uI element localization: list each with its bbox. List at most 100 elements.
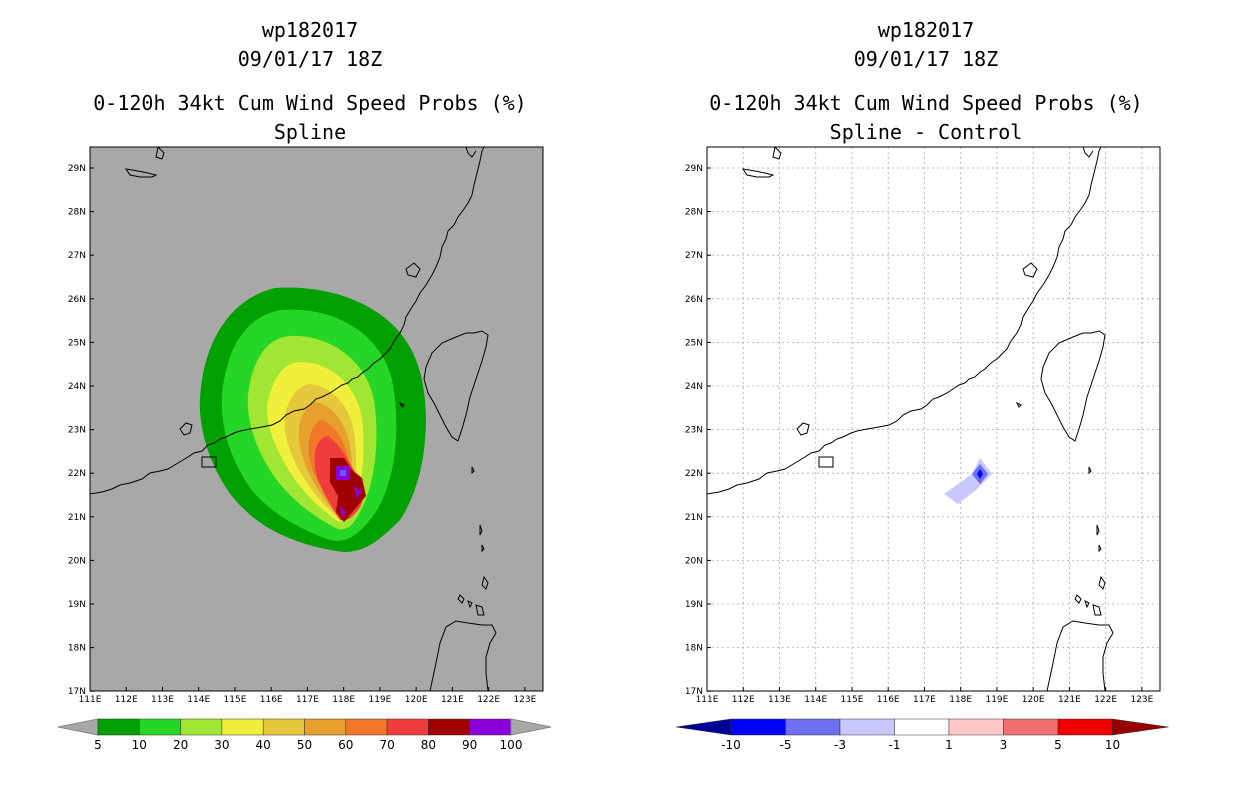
right-title-product: 0-120h 34kt Cum Wind Speed Probs (%) xyxy=(709,91,1143,115)
colorbar-low-arrow xyxy=(675,718,732,736)
lon-tick-label: 120E xyxy=(405,695,428,705)
lat-tick-label: 25N xyxy=(68,338,86,348)
colorbar-swatch xyxy=(948,718,1004,736)
colorbar-swatch xyxy=(262,718,305,736)
colorbar-label: 60 xyxy=(338,738,353,752)
colorbar-label: 50 xyxy=(297,738,312,752)
colorbar-label: -10 xyxy=(721,738,741,752)
right-title-method: Spline - Control xyxy=(829,120,1023,144)
lat-tick-label: 29N xyxy=(68,164,86,174)
lon-tick-label: 120E xyxy=(1022,695,1045,705)
colorbar-swatch xyxy=(386,718,429,736)
left-colorbar: 5 10 20 30 40 50 60 70 80 90 100 xyxy=(57,718,552,752)
left-axis: 111E 112E 113E 114E 115E 116E 117E 118E 119E 120E… xyxy=(68,164,537,705)
colorbar-swatch xyxy=(180,718,223,736)
right-map-frame xyxy=(706,146,1161,692)
lat-tick-label: 24N xyxy=(685,382,703,392)
left-map: 111E 112E 113E 114E 115E 116E 117E 118E 119E 120E… xyxy=(68,146,544,705)
lat-tick-label: 23N xyxy=(68,426,86,436)
colorbar-label: -5 xyxy=(780,738,792,752)
right-title-date: 09/01/17 18Z xyxy=(853,47,999,71)
colorbar-label: 90 xyxy=(462,738,477,752)
right-difference-field xyxy=(707,147,1114,691)
lon-tick-label: 111E xyxy=(79,695,102,705)
lon-tick-label: 117E xyxy=(913,695,936,705)
colorbar-label: 70 xyxy=(379,738,394,752)
lat-tick-label: 19N xyxy=(685,600,703,610)
lon-tick-label: 123E xyxy=(1130,695,1153,705)
colorbar-swatch xyxy=(221,718,264,736)
lat-tick-label: 23N xyxy=(685,426,703,436)
right-map-background xyxy=(707,147,1160,691)
colorbar-swatch xyxy=(428,718,470,736)
lon-tick-label: 116E xyxy=(260,695,283,705)
lat-tick-label: 17N xyxy=(685,687,703,697)
lon-tick-label: 113E xyxy=(768,695,791,705)
colorbar-label: 10 xyxy=(132,738,147,752)
colorbar-label: 10 xyxy=(1105,738,1120,752)
colorbar-label: 20 xyxy=(173,738,188,752)
right-map: 111E 112E 113E 114E 115E 116E 117E 118E 119E 120E… xyxy=(685,146,1161,705)
lat-tick-label: 21N xyxy=(685,513,703,523)
lat-tick-label: 26N xyxy=(68,295,86,305)
lon-tick-label: 119E xyxy=(985,695,1008,705)
lon-tick-label: 112E xyxy=(732,695,755,705)
lat-tick-label: 18N xyxy=(685,644,703,654)
colorbar-label: 1 xyxy=(945,738,953,752)
colorbar-label: 5 xyxy=(94,738,102,752)
lon-tick-label: 122E xyxy=(1094,695,1117,705)
colorbar-swatch xyxy=(1057,718,1113,736)
lat-tick-label: 19N xyxy=(68,600,86,610)
colorbar-swatch xyxy=(1003,718,1059,736)
lat-tick-label: 28N xyxy=(68,208,86,218)
lon-tick-label: 114E xyxy=(804,695,827,705)
right-colorbar: -10 -5 -3 -1 1 3 5 10 xyxy=(675,718,1169,752)
lon-tick-label: 114E xyxy=(187,695,210,705)
colorbar-swatch xyxy=(304,718,347,736)
colorbar-swatch xyxy=(345,718,388,736)
lat-tick-label: 29N xyxy=(685,164,703,174)
lat-tick-label: 24N xyxy=(68,382,86,392)
lat-tick-label: 20N xyxy=(68,556,86,566)
prob-contour-100 xyxy=(340,470,346,476)
colorbar-label: 80 xyxy=(421,738,436,752)
colorbar-swatch xyxy=(730,718,786,736)
lat-tick-label: 25N xyxy=(685,338,703,348)
lon-tick-label: 123E xyxy=(513,695,536,705)
lat-tick-label: 27N xyxy=(685,251,703,261)
lon-tick-label: 118E xyxy=(949,695,972,705)
colorbar-high-arrow xyxy=(1112,718,1169,736)
lon-tick-label: 121E xyxy=(441,695,464,705)
colorbar-swatch xyxy=(785,718,841,736)
right-axis: 111E 112E 113E 114E 115E 116E 117E 118E 119E 120E… xyxy=(685,164,1154,705)
lat-tick-label: 21N xyxy=(68,513,86,523)
lat-tick-label: 22N xyxy=(68,469,86,479)
colorbar-label: 3 xyxy=(1000,738,1008,752)
lat-tick-label: 18N xyxy=(68,644,86,654)
prob-contour-90b xyxy=(354,486,362,498)
lon-tick-label: 115E xyxy=(224,695,247,705)
lat-tick-label: 27N xyxy=(68,251,86,261)
lon-tick-label: 112E xyxy=(115,695,138,705)
left-title-date: 09/01/17 18Z xyxy=(237,47,383,71)
lat-tick-label: 28N xyxy=(685,208,703,218)
prob-contour-90c xyxy=(340,506,346,518)
lon-tick-label: 122E xyxy=(477,695,500,705)
colorbar-high-arrow xyxy=(510,718,552,736)
left-title-method: Spline xyxy=(273,120,347,144)
lon-tick-label: 116E xyxy=(877,695,900,705)
left-map-frame xyxy=(89,146,544,692)
lon-tick-label: 117E xyxy=(296,695,319,705)
lon-tick-label: 121E xyxy=(1058,695,1081,705)
lon-tick-label: 115E xyxy=(841,695,864,705)
lat-tick-label: 26N xyxy=(685,295,703,305)
left-probability-field xyxy=(90,147,497,691)
colorbar-swatch xyxy=(469,718,512,736)
lat-tick-label: 22N xyxy=(685,469,703,479)
colorbar-label: 5 xyxy=(1054,738,1062,752)
left-title-product: 0-120h 34kt Cum Wind Speed Probs (%) xyxy=(93,91,527,115)
colorbar-label: 40 xyxy=(256,738,271,752)
colorbar-label: -3 xyxy=(834,738,846,752)
colorbar-swatch xyxy=(139,718,181,736)
colorbar-swatch xyxy=(97,718,140,736)
